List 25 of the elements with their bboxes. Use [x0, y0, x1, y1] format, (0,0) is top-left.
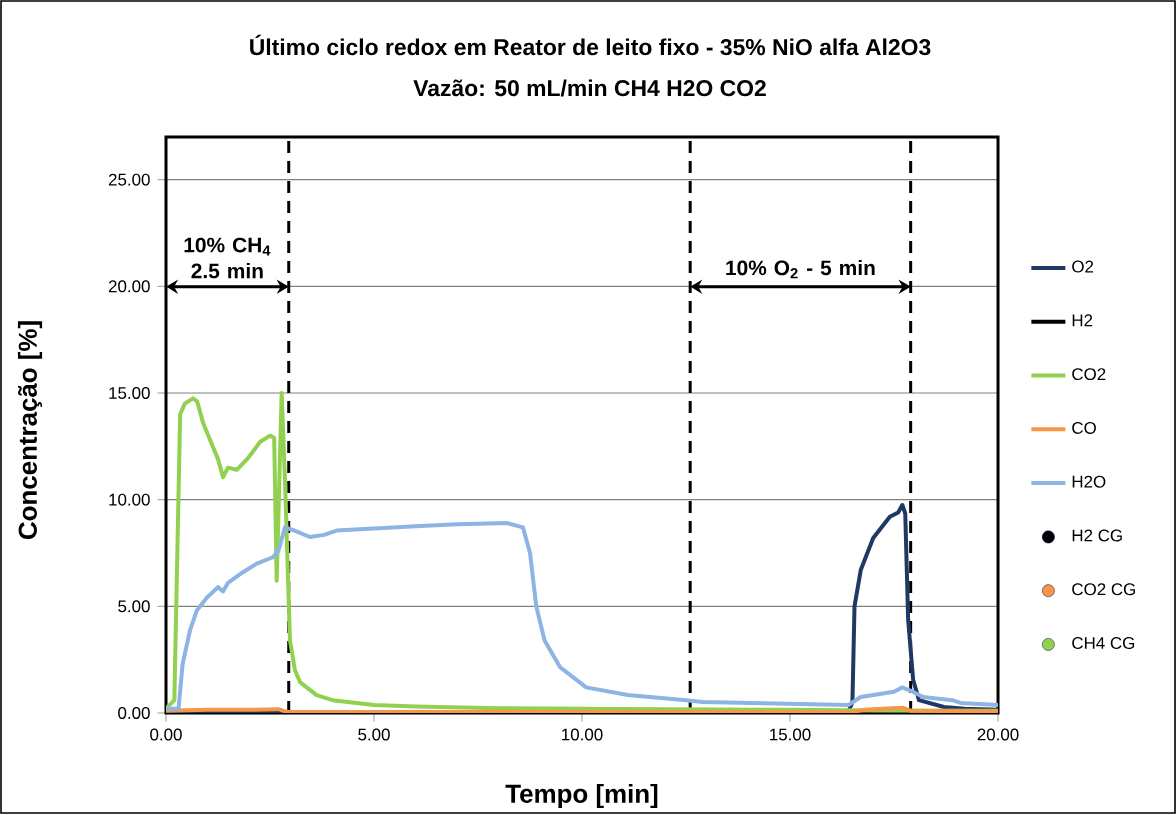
- y-tick-label: 25.00: [108, 173, 150, 186]
- y-axis-title: Concentração [%]: [17, 321, 43, 540]
- x-tick-label: 10.00: [562, 728, 603, 741]
- y-tick-label: 15.00: [109, 387, 150, 400]
- legend-label: H2 CG: [1072, 529, 1122, 542]
- x-tick-label: 20.00: [977, 728, 1019, 741]
- legend-label: H2: [1072, 314, 1093, 327]
- legend-label: H2O: [1072, 475, 1106, 488]
- chart-subtitle: Vazão: 50 mL/min CH4 H2O CO2: [413, 79, 766, 97]
- x-axis-title: Tempo [min]: [505, 784, 658, 809]
- legend-label: CH4 CG: [1072, 637, 1135, 650]
- legend-label: CO2: [1072, 368, 1106, 381]
- y-tick-label: 5.00: [118, 600, 150, 613]
- annotation: 10% CH$_{4}$ 2.5 min: [184, 237, 271, 279]
- x-tick-label: 0.00: [150, 728, 182, 741]
- legend-label: CO2 CG: [1072, 583, 1136, 596]
- legend-label: CO: [1072, 422, 1096, 435]
- legend-label: O2: [1072, 260, 1094, 273]
- y-tick-label: 0.00: [118, 707, 150, 720]
- chart-title: Último ciclo redox em Reator de leito fixo - 35% NiO alfa Al2O3: [250, 34, 931, 56]
- y-tick-label: 20.00: [108, 280, 150, 293]
- x-tick-label: 5.00: [358, 728, 390, 741]
- y-tick-label: 10.00: [109, 493, 150, 506]
- x-tick-label: 15.00: [770, 728, 811, 741]
- annotation: 10% O$_{2}$ - 5 min: [726, 260, 875, 279]
